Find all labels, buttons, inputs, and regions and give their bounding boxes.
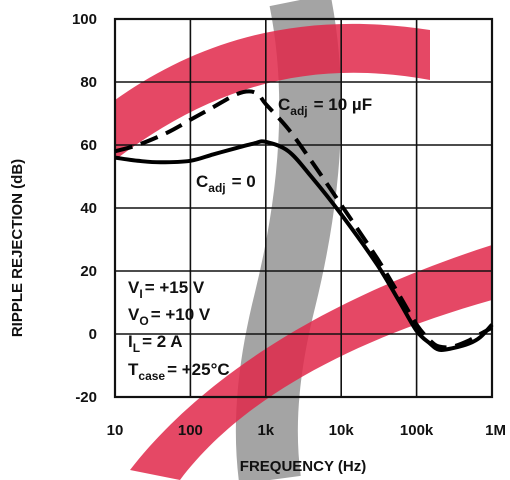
x-tick-label-0: 10 xyxy=(107,422,124,439)
conditions-block: VI = +15 V VO = +10 V IL = 2 A Tcase = +25°C xyxy=(128,278,230,383)
condition-tcase-sub: case xyxy=(138,369,165,383)
y-tick-label-0: -20 xyxy=(75,389,97,406)
condition-vi-sub: I xyxy=(139,287,142,301)
annotation-cadj-0-main: C xyxy=(196,172,208,191)
condition-vo: VO = +10 V xyxy=(128,305,211,328)
x-tick-label-2: 1k xyxy=(257,422,274,439)
condition-vo-sub: O xyxy=(139,314,148,328)
annotation-cadj-0-rest: = 0 xyxy=(232,172,256,191)
x-tick-label-4: 100k xyxy=(400,422,434,439)
condition-il-sub: L xyxy=(133,341,140,355)
y-tick-labels: -20 0 20 40 60 80 100 xyxy=(72,11,97,406)
annotation-cadj-10uf-main: C xyxy=(278,95,290,114)
y-tick-label-2: 20 xyxy=(80,263,97,280)
condition-vo-rest: = +10 V xyxy=(151,305,211,324)
y-tick-label-6: 100 xyxy=(72,11,97,28)
x-tick-label-1: 100 xyxy=(178,422,203,439)
watermark-red-swoosh-top xyxy=(115,24,430,160)
annotation-cadj-10uf-rest: = 10 µF xyxy=(314,95,372,114)
y-tick-label-3: 40 xyxy=(80,200,97,217)
condition-vi-main: V xyxy=(128,278,140,297)
y-tick-label-1: 0 xyxy=(89,326,97,343)
condition-vo-main: V xyxy=(128,305,140,324)
annotation-cadj-0-sub: adj xyxy=(208,181,225,195)
condition-tcase: Tcase = +25°C xyxy=(128,360,230,383)
condition-vi-rest: = +15 V xyxy=(145,278,205,297)
x-tick-label-3: 10k xyxy=(329,422,355,439)
y-axis-title: RIPPLE REJECTION (dB) xyxy=(9,159,26,337)
x-axis-title: FREQUENCY (Hz) xyxy=(240,458,366,475)
watermark xyxy=(115,0,492,480)
condition-tcase-rest: = +25°C xyxy=(167,360,230,379)
y-tick-label-4: 60 xyxy=(80,137,97,154)
annotation-cadj-0: Cadj = 0 xyxy=(196,172,256,195)
y-tick-label-5: 80 xyxy=(80,74,97,91)
condition-tcase-main: T xyxy=(128,360,139,379)
x-tick-label-5: 1M xyxy=(485,422,506,439)
condition-vi: VI = +15 V xyxy=(128,278,205,301)
annotation-cadj-10uf-sub: adj xyxy=(290,104,307,118)
condition-il-rest: = 2 A xyxy=(142,332,182,351)
condition-il: IL = 2 A xyxy=(128,332,183,355)
